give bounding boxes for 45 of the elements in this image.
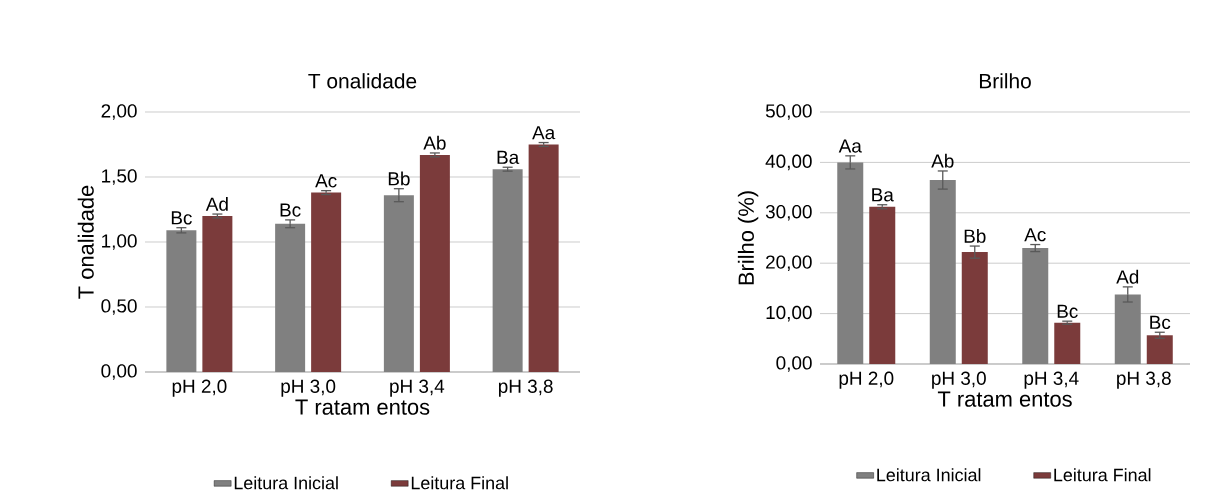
x-tick-label: pH 3,0: [281, 379, 336, 397]
legend-label: Leitura Inicial: [234, 476, 338, 490]
y-axis-title: Brilho (%): [737, 191, 759, 285]
data-label: Bb: [964, 228, 986, 243]
x-tick-label: pH 3,8: [498, 379, 553, 397]
legend-label: Leitura Final: [1054, 468, 1151, 482]
x-axis-title: T ratam entos: [295, 399, 430, 415]
data-label: Ad: [205, 196, 228, 211]
y-tick-label: 40,00: [765, 154, 812, 171]
x-tick-label: pH 2,0: [839, 371, 894, 389]
x-tick-label: pH 3,0: [932, 371, 986, 389]
data-label: Bc: [1150, 315, 1171, 330]
data-label: Ac: [315, 174, 337, 188]
legend-label: Leitura Final: [411, 476, 508, 490]
legend-label: Leitura Inicial: [877, 468, 981, 482]
y-tick-label: 30,00: [765, 204, 812, 221]
data-label: Ba: [872, 188, 894, 202]
y-tick-label: 0,50: [101, 299, 137, 315]
y-tick-label: 0,00: [776, 356, 812, 372]
y-tick-label: 20,00: [766, 255, 812, 272]
y-axis-title: T onalidade: [77, 185, 94, 299]
data-label: Ab: [423, 135, 446, 150]
data-label: Aa: [838, 139, 862, 153]
y-tick-label: 10,00: [766, 305, 812, 322]
chart-title: T onalidade: [308, 73, 417, 89]
x-tick-label: pH 2,0: [172, 379, 227, 397]
y-tick-label: 1,00: [102, 234, 137, 250]
x-tick-label: pH 3,4: [390, 379, 445, 397]
y-tick-label: 2,00: [101, 104, 137, 120]
data-label: Bb: [388, 171, 410, 186]
data-label: Ac: [1024, 228, 1046, 242]
data-label: Bc: [280, 203, 301, 217]
data-label: Bc: [171, 211, 192, 225]
data-label: Ad: [1116, 269, 1139, 284]
y-tick-label: 1,50: [102, 169, 137, 185]
y-tick-label: 0,00: [101, 364, 137, 380]
data-label: Aa: [532, 126, 556, 140]
x-axis-title: T ratam entos: [937, 391, 1072, 407]
data-label: Ba: [497, 150, 520, 165]
x-tick-label: pH 3,4: [1024, 371, 1079, 389]
data-label: Bc: [1057, 304, 1078, 318]
chart-title: Brilho: [979, 73, 1031, 89]
x-tick-label: pH 3,8: [1117, 371, 1171, 389]
data-label: Ab: [931, 153, 954, 168]
y-tick-label: 50,00: [765, 104, 812, 120]
